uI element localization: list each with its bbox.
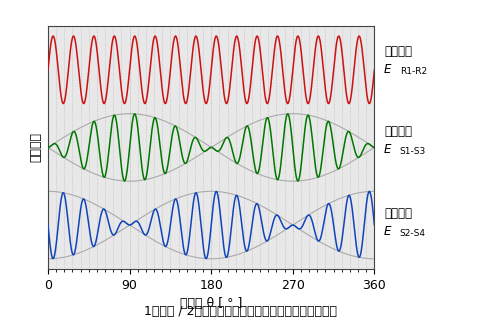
Text: S2-S4: S2-S4	[400, 229, 426, 238]
X-axis label: 回転角 θ [ ° ]: 回転角 θ [ ° ]	[180, 297, 242, 310]
Text: S1-S3: S1-S3	[400, 147, 426, 156]
Text: 出力電圧: 出力電圧	[384, 206, 412, 220]
Y-axis label: 電圧振幅: 電圧振幅	[29, 133, 42, 162]
Text: E: E	[384, 63, 391, 76]
Text: R1-R2: R1-R2	[400, 67, 427, 76]
Text: E: E	[384, 143, 391, 156]
Text: 励磁電圧: 励磁電圧	[384, 45, 412, 58]
Text: 出力電圧: 出力電圧	[384, 125, 412, 138]
Text: E: E	[384, 225, 391, 238]
Text: 1相励磁 / 2相出力方式の入力（励磁）電圧と出力電圧: 1相励磁 / 2相出力方式の入力（励磁）電圧と出力電圧	[144, 305, 336, 318]
